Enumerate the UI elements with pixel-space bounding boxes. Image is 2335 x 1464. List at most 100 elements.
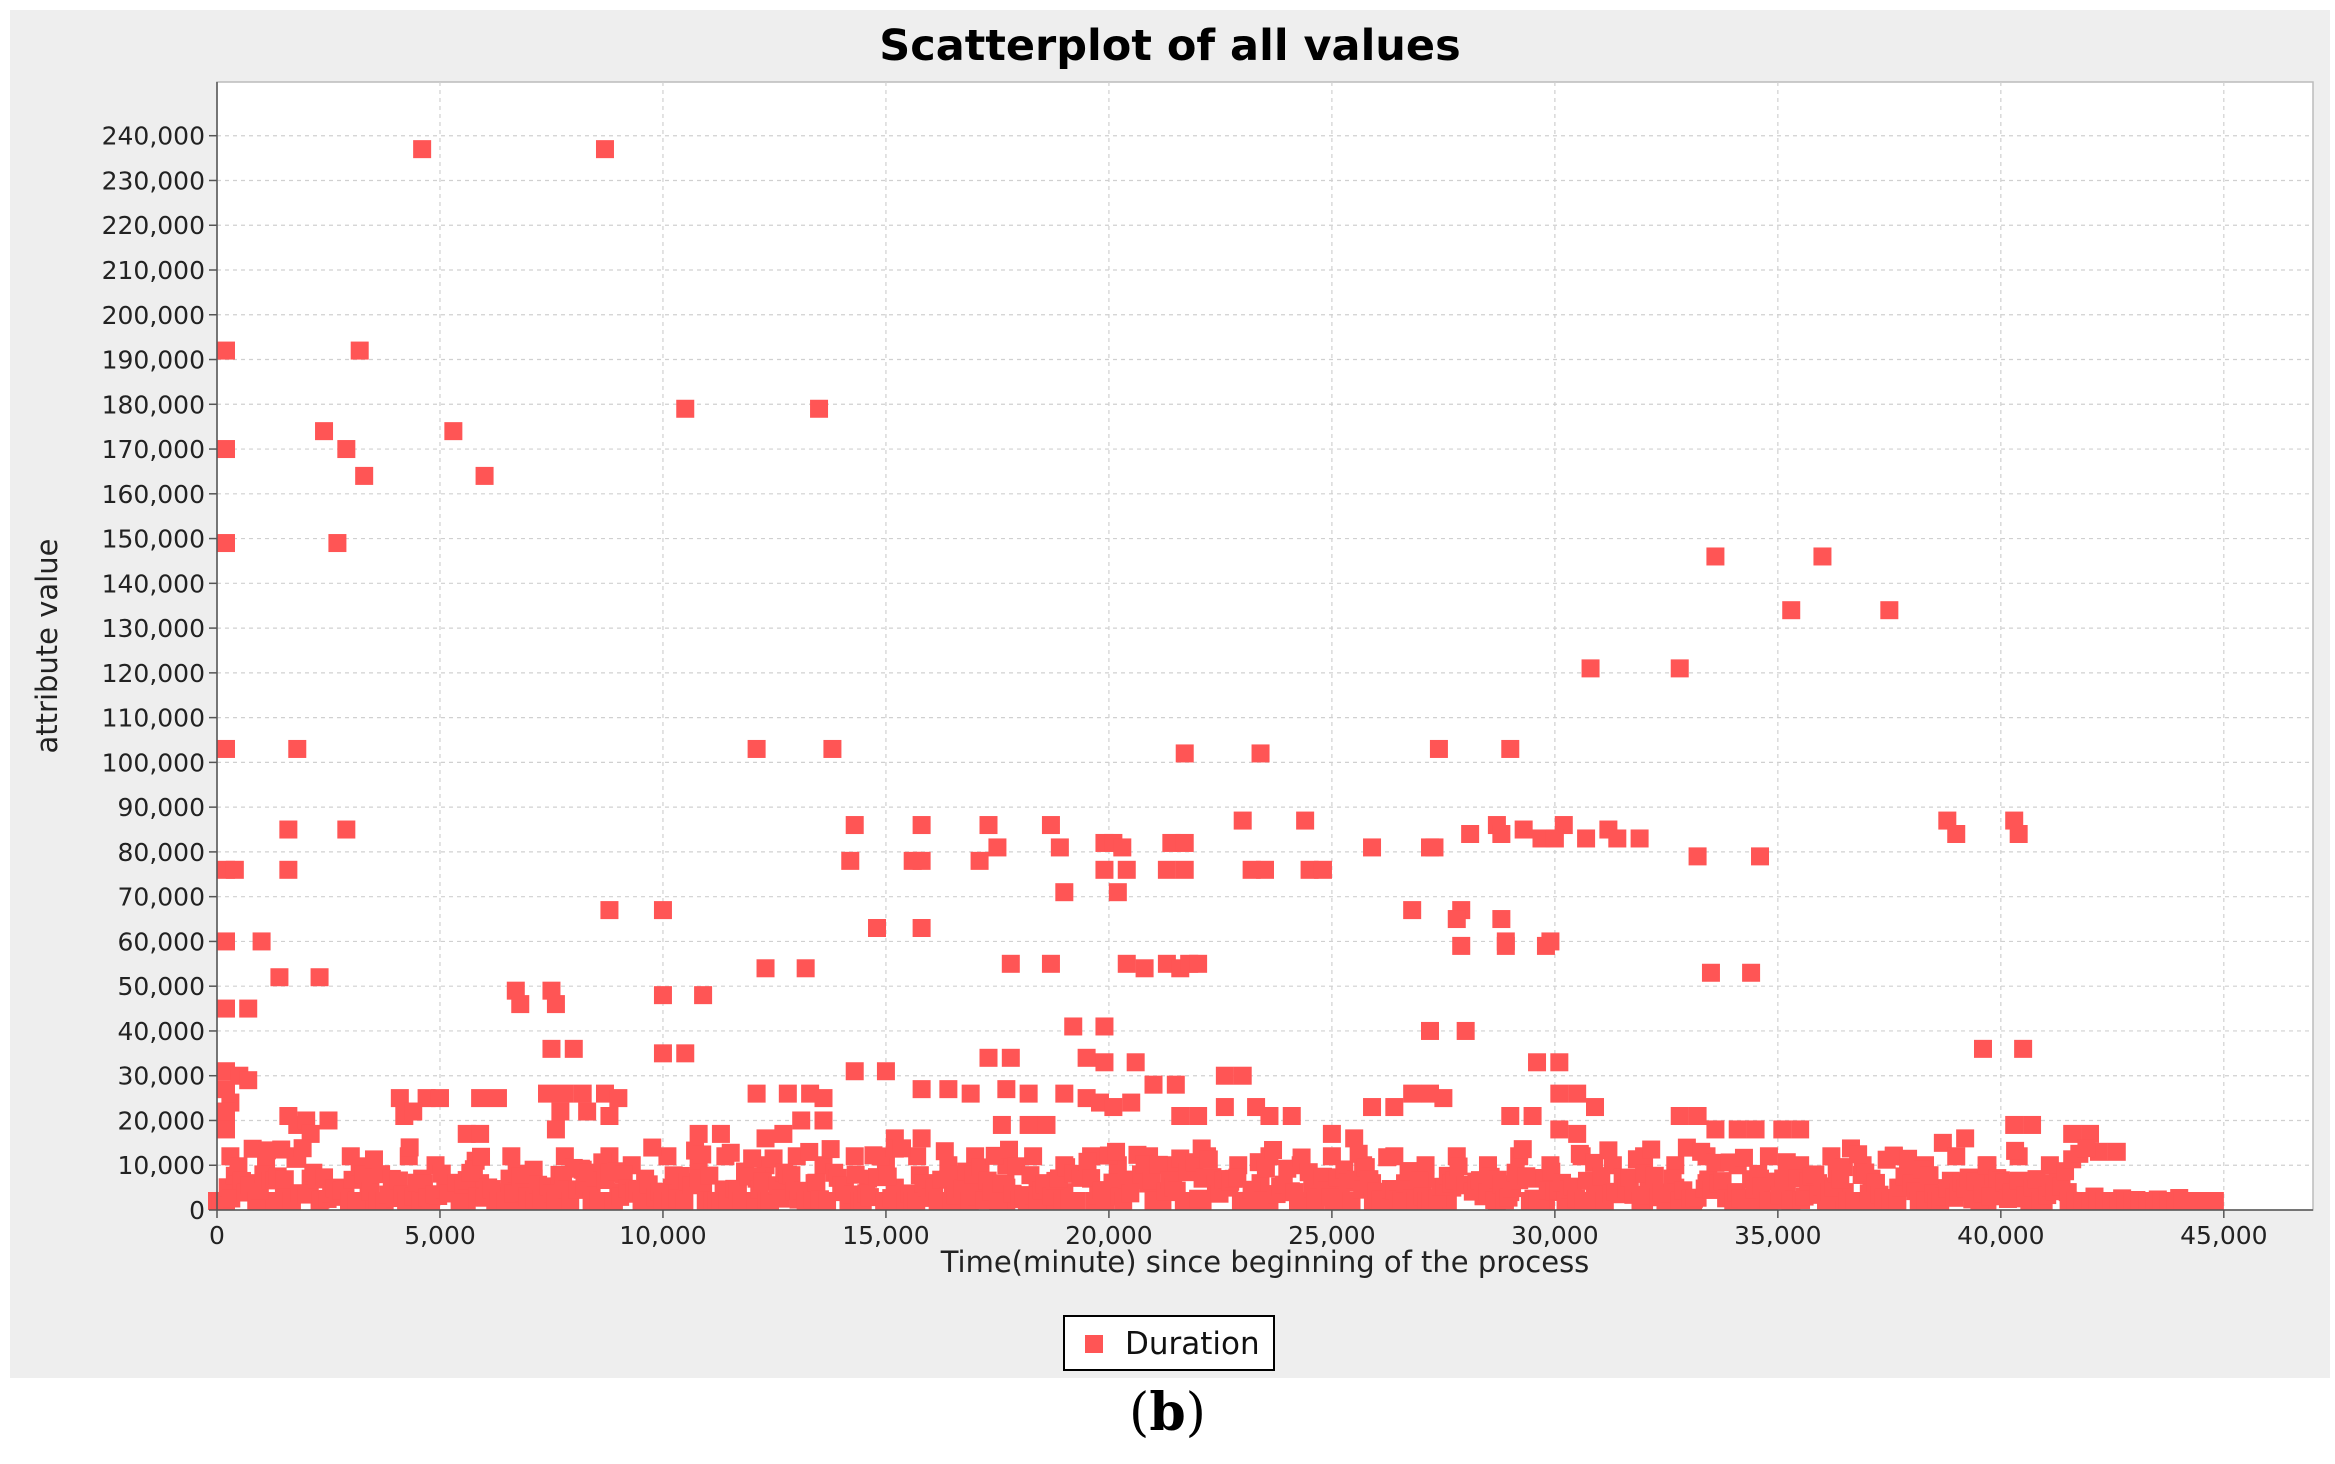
data-point (252, 932, 271, 951)
data-point (1627, 1150, 1646, 1169)
data-point (1175, 860, 1194, 879)
grid (217, 82, 2313, 1210)
data-point (217, 739, 235, 758)
data-point (868, 919, 887, 937)
data-point (1171, 1107, 1190, 1125)
data-point (782, 1166, 801, 1185)
y-tick-label: 30,000 (118, 1062, 205, 1091)
data-point (1117, 860, 1136, 879)
data-point (430, 1089, 449, 1108)
data-point (700, 1166, 719, 1185)
data-point (551, 1102, 570, 1121)
data-point (542, 1039, 561, 1058)
data-point (2027, 1170, 2046, 1189)
x-tick-label: 0 (209, 1221, 225, 1250)
y-tick-label: 100,000 (102, 748, 205, 777)
data-point (1108, 883, 1127, 902)
data-point (846, 1165, 865, 1184)
data-point (1107, 1142, 1126, 1161)
data-point (546, 1120, 565, 1139)
data-point (747, 1084, 766, 1103)
data-point (979, 816, 998, 835)
data-point (1233, 811, 1252, 830)
data-point (1157, 860, 1176, 879)
legend: Duration (1063, 1315, 1275, 1371)
data-point (450, 1192, 469, 1210)
data-point (871, 1147, 890, 1166)
data-point (1135, 959, 1154, 978)
data-point (1264, 1140, 1283, 1159)
data-point (288, 739, 307, 758)
data-point (2077, 1139, 2096, 1158)
data-point (573, 1084, 592, 1103)
data-point (1541, 932, 1560, 951)
data-point (961, 1084, 980, 1103)
data-point (1706, 547, 1725, 566)
data-point (1363, 1098, 1382, 1117)
data-point (1199, 1150, 1218, 1169)
data-point (1001, 1048, 1020, 1067)
data-point (732, 1192, 751, 1210)
data-point (1410, 1171, 1429, 1190)
data-point (1608, 829, 1627, 848)
data-point (1403, 901, 1422, 920)
data-point (1501, 1107, 1520, 1125)
data-point (2006, 1141, 2025, 1160)
y-tick-label: 220,000 (102, 211, 205, 240)
data-point (912, 919, 931, 937)
data-point (1577, 829, 1596, 848)
y-tick-label: 0 (189, 1196, 205, 1225)
data-point (892, 1139, 911, 1158)
data-point (653, 901, 672, 920)
data-point (1746, 1120, 1765, 1139)
data-point (1189, 1189, 1208, 1208)
data-point (1570, 1144, 1589, 1163)
data-point (1449, 1157, 1468, 1176)
data-point (1233, 1066, 1252, 1085)
x-axis-label: Time(minute) since beginning of the proc… (940, 1245, 1590, 1279)
data-point (912, 1129, 931, 1148)
y-tick-label: 80,000 (118, 838, 205, 867)
data-point (1385, 1098, 1404, 1117)
data-point (912, 1080, 931, 1099)
data-point (1166, 1075, 1185, 1094)
data-point (2081, 1124, 2100, 1143)
data-point (1528, 1053, 1547, 1072)
x-tick-label: 40,000 (1957, 1221, 2044, 1250)
x-tick-label: 45,000 (2180, 1221, 2267, 1250)
data-point (475, 466, 494, 485)
data-point (878, 1167, 897, 1186)
data-point (471, 1089, 490, 1108)
data-point (1037, 1115, 1056, 1134)
data-point (1670, 1107, 1689, 1125)
y-tick-label: 20,000 (118, 1106, 205, 1135)
data-point (1296, 811, 1315, 830)
y-axis-label: attribute value (30, 539, 64, 754)
data-point (1096, 1192, 1115, 1210)
data-point (217, 932, 235, 951)
y-tick-label: 160,000 (102, 480, 205, 509)
data-point (488, 1089, 507, 1108)
data-point (1425, 838, 1444, 857)
y-tick-label: 120,000 (102, 659, 205, 688)
data-point (1050, 838, 1069, 857)
data-point (1103, 1173, 1122, 1192)
data-point (1777, 1153, 1796, 1172)
data-point (1880, 601, 1899, 620)
data-point (1122, 1093, 1141, 1112)
data-point (279, 860, 298, 879)
data-point (1492, 910, 1511, 929)
data-point (538, 1084, 557, 1103)
data-point (1313, 860, 1332, 879)
data-point (275, 1170, 294, 1189)
data-point (1701, 963, 1720, 982)
data-point (1899, 1149, 1918, 1168)
data-point (404, 1102, 423, 1121)
data-point (217, 341, 235, 360)
data-point (1189, 1107, 1208, 1125)
data-point (555, 1084, 574, 1103)
data-point (217, 1102, 235, 1121)
y-tick-label: 230,000 (102, 166, 205, 195)
data-point (1834, 1158, 1853, 1177)
data-point (1067, 1192, 1086, 1210)
